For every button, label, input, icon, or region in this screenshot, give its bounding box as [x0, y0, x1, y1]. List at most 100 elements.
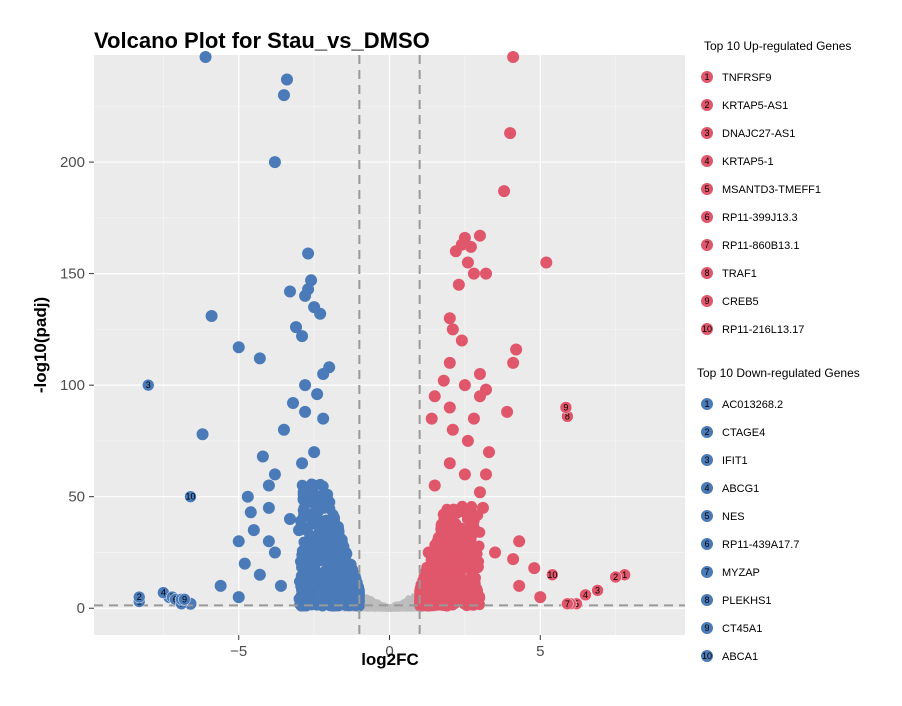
- up-point: [455, 334, 468, 347]
- up-point: [528, 562, 541, 575]
- down-point: [324, 538, 336, 550]
- down-point: [319, 587, 331, 599]
- down-point: [241, 490, 254, 503]
- up-point: [425, 412, 438, 425]
- down-point: [327, 509, 339, 521]
- up-point: [467, 412, 480, 425]
- down-point-label: 9: [182, 594, 187, 604]
- down-point: [253, 352, 266, 365]
- down-point: [277, 89, 290, 102]
- down-point: [349, 589, 361, 601]
- up-point: [479, 267, 492, 280]
- down-point: [268, 156, 281, 169]
- down-point: [302, 522, 314, 534]
- y-tick-label: 100: [60, 377, 85, 394]
- up-point: [443, 356, 456, 369]
- down-point: [262, 535, 275, 548]
- down-legend-marker: [701, 538, 713, 550]
- up-point: [507, 51, 520, 63]
- legend-up-regulated: Top 10 Up-regulated Genes 1 TNFRSF9 2 KRTAP…: [701, 39, 851, 336]
- up-point: [443, 312, 456, 325]
- up-point: [452, 278, 465, 291]
- up-point: [501, 405, 514, 418]
- up-point: [510, 343, 523, 356]
- down-point: [321, 555, 333, 567]
- down-point: [351, 580, 363, 592]
- legend-down-regulated: Top 10 Down-regulated Genes 1 AC013268.2 2…: [697, 366, 860, 663]
- up-point: [414, 585, 426, 597]
- down-point: [280, 73, 293, 86]
- down-legend-gene: CT45A1: [722, 623, 762, 635]
- down-point: [296, 457, 309, 470]
- up-legend-gene: KRTAP5-AS1: [722, 100, 788, 112]
- down-point: [287, 397, 300, 409]
- down-legend-gene: PLEKHS1: [722, 595, 772, 607]
- down-point: [232, 535, 245, 548]
- up-point-label: 1: [622, 570, 627, 580]
- down-point: [308, 446, 321, 459]
- up-points: [414, 51, 553, 612]
- down-legend-number: 5: [704, 511, 709, 521]
- up-legend-marker: [701, 183, 713, 195]
- up-labeled-point: [591, 584, 604, 597]
- up-point: [507, 553, 520, 566]
- down-point: [331, 579, 343, 591]
- up-labeled-point: [561, 597, 574, 611]
- up-point: [479, 468, 492, 481]
- up-point: [453, 584, 465, 596]
- up-point: [443, 457, 456, 470]
- up-point: [473, 486, 486, 499]
- down-point: [306, 497, 318, 509]
- up-legend-marker: [701, 71, 713, 83]
- down-point: [232, 591, 245, 604]
- down-point-label: 10: [185, 492, 195, 502]
- up-point: [540, 256, 553, 269]
- down-legend-marker: [701, 398, 713, 410]
- up-point: [472, 561, 484, 573]
- up-legend-marker: [701, 239, 713, 251]
- down-labeled-point: [132, 590, 146, 604]
- up-point: [473, 390, 486, 403]
- down-point: [336, 564, 348, 576]
- up-point: [445, 560, 457, 572]
- down-point: [302, 598, 314, 610]
- down-point: [298, 504, 310, 516]
- up-legend-number: 4: [704, 156, 709, 166]
- up-legend-marker: [701, 295, 713, 307]
- up-legend-number: 10: [702, 324, 712, 334]
- down-point: [283, 513, 296, 525]
- up-legend-gene: KRTAP5-1: [722, 156, 774, 168]
- down-point: [283, 285, 296, 298]
- down-legend-number: 8: [704, 595, 709, 605]
- legend-up-title: Top 10 Up-regulated Genes: [704, 39, 851, 53]
- down-point: [293, 524, 306, 537]
- down-point: [274, 579, 287, 592]
- up-point: [443, 401, 456, 414]
- up-point: [451, 507, 463, 519]
- down-point: [317, 412, 330, 425]
- up-legend-gene: CREB5: [722, 296, 759, 308]
- down-point: [311, 388, 324, 401]
- up-point: [428, 390, 441, 403]
- x-tick-label: 5: [536, 643, 544, 660]
- chart-title: Volcano Plot for Stau_vs_DMSO: [94, 28, 430, 53]
- down-legend-marker: [701, 622, 713, 634]
- legend-down-title: Top 10 Down-regulated Genes: [697, 366, 860, 380]
- up-labeled-point: [546, 568, 559, 582]
- down-point: [296, 330, 309, 343]
- y-tick-label: 150: [60, 266, 85, 283]
- up-point: [504, 127, 517, 140]
- up-point: [473, 540, 485, 552]
- up-point-label: 4: [583, 590, 588, 600]
- down-labeled-point: [142, 378, 155, 392]
- down-legend-number: 9: [704, 623, 709, 633]
- up-labeled-point: [559, 401, 573, 414]
- up-point: [424, 573, 436, 585]
- down-legend-gene: ABCG1: [722, 483, 759, 495]
- down-legend-marker: [701, 594, 713, 606]
- up-legend-number: 6: [704, 212, 709, 222]
- down-point: [317, 368, 330, 380]
- up-point-label: 8: [565, 411, 570, 421]
- down-point: [268, 546, 281, 559]
- y-axis-label: -log10(padj): [31, 297, 50, 393]
